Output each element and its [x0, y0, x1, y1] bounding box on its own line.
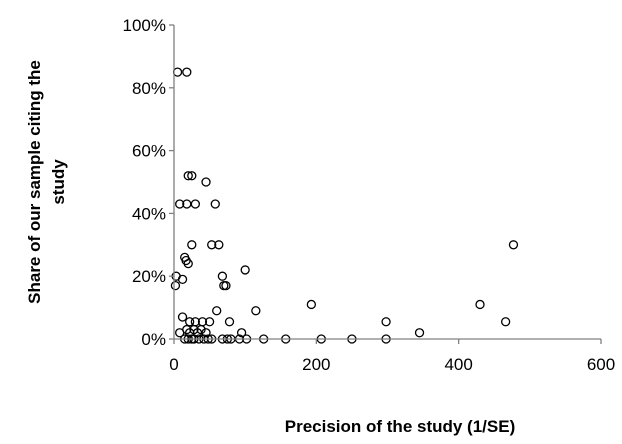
data-point	[381, 317, 391, 327]
data-point	[185, 317, 195, 327]
data-point	[212, 306, 222, 316]
y-tick-label: 100%	[123, 16, 166, 35]
x-tick-label: 600	[587, 355, 615, 374]
data-point	[201, 177, 211, 187]
data-point	[204, 317, 215, 327]
data-point	[201, 328, 211, 338]
data-point	[175, 328, 185, 338]
axes	[173, 25, 601, 340]
data-point	[217, 271, 228, 281]
data-point	[306, 299, 317, 310]
data-point	[187, 240, 197, 250]
data-point	[183, 258, 193, 269]
data-point	[475, 299, 485, 310]
y-tick-label: 0%	[141, 330, 166, 349]
data-point	[177, 312, 188, 322]
data-points	[170, 67, 519, 344]
data-point	[175, 199, 185, 209]
data-point	[414, 328, 425, 338]
y-tick-label: 20%	[132, 267, 166, 286]
data-point	[251, 306, 261, 316]
data-point	[182, 67, 192, 77]
data-point	[214, 240, 224, 250]
data-point	[190, 199, 201, 209]
x-axis-title: Precision of the study (1/SE)	[285, 417, 516, 436]
data-point	[183, 171, 193, 181]
data-point	[236, 328, 247, 338]
data-point	[207, 240, 217, 250]
data-point	[221, 280, 231, 291]
x-tick-label: 200	[302, 355, 330, 374]
data-point	[170, 280, 181, 291]
data-point	[187, 171, 197, 181]
y-axis-title-line: study	[49, 159, 68, 205]
y-tick-label: 40%	[132, 204, 166, 223]
data-point	[172, 67, 183, 77]
data-point	[508, 240, 519, 250]
data-point	[210, 199, 220, 209]
data-point	[500, 317, 511, 327]
y-axis-title-line: Share of our sample citing the	[25, 60, 44, 304]
data-point	[224, 317, 235, 327]
y-tick-label: 60%	[132, 142, 166, 161]
data-point	[177, 274, 188, 284]
ticks: 0% 20% 40% 60% 80% 100% 0 200 400 600	[123, 16, 616, 374]
data-point	[240, 265, 250, 275]
y-axis-title: Share of our sample citing the study	[25, 60, 68, 304]
x-tick-label: 400	[444, 355, 472, 374]
y-tick-label: 80%	[132, 79, 166, 98]
x-tick-label: 0	[169, 355, 178, 374]
